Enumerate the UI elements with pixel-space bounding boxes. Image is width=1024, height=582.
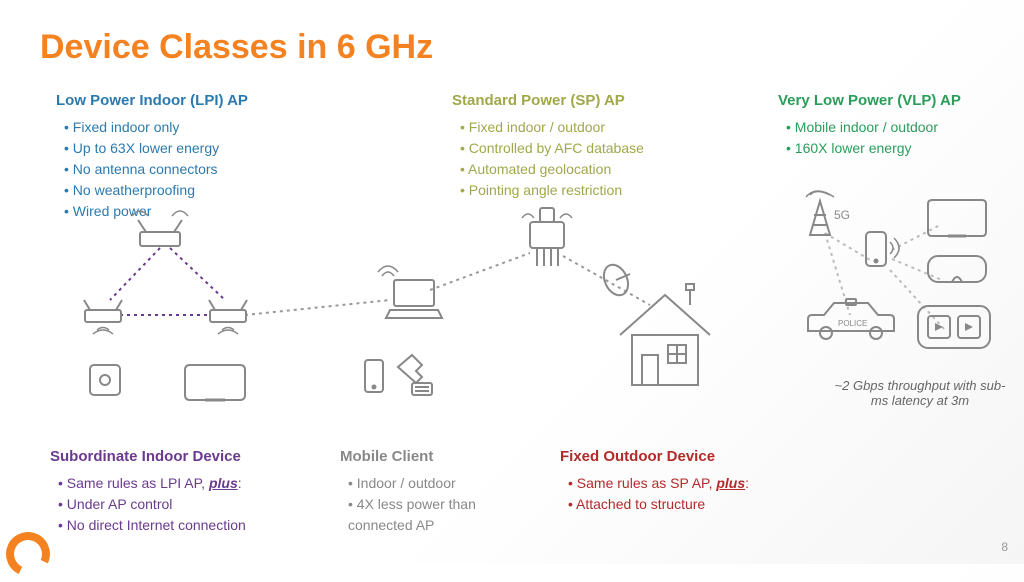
phone-icon (365, 360, 383, 392)
laptop-icon (378, 266, 442, 318)
router-icon (132, 211, 188, 246)
monitor-icon (185, 365, 245, 400)
device-icon (90, 365, 120, 395)
svg-text:POLICE: POLICE (838, 319, 867, 328)
router-icon (209, 300, 247, 334)
tower-icon: 5G (806, 191, 850, 235)
car-icon: POLICE (808, 299, 894, 339)
svg-text:5G: 5G (834, 208, 850, 222)
dish-icon (599, 261, 632, 299)
vr-icon (928, 256, 986, 282)
monitor-icon (928, 200, 986, 236)
scanner-icon (398, 355, 432, 395)
diagram-svg: 5G POLICE (0, 0, 1024, 564)
house-icon (620, 284, 710, 385)
router-icon (84, 300, 122, 334)
